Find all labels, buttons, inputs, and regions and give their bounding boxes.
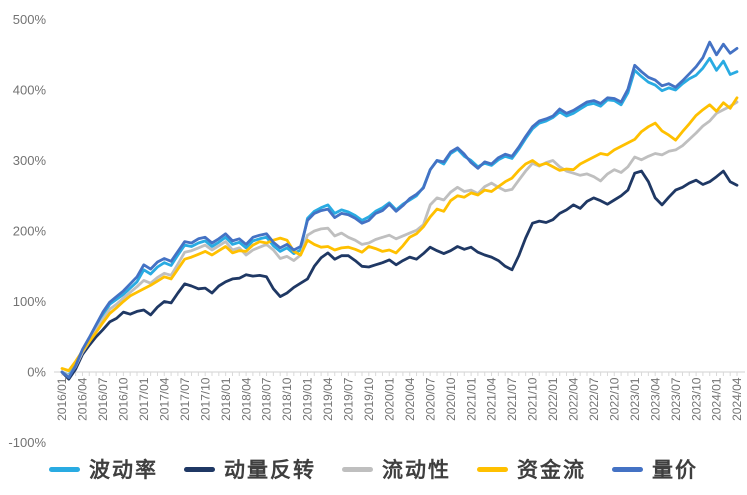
x-tick-label: 2017/10	[198, 377, 212, 421]
x-tick-label: 2017/01	[137, 377, 151, 421]
x-tick-label: 2022/01	[546, 377, 560, 421]
x-axis-labels: 2016/01 2016/04 2016/07 2016/10 2017/01 2017/…	[55, 377, 744, 421]
legend-swatch-动量反转	[184, 466, 215, 472]
x-tick-label: 2023/04	[648, 377, 662, 421]
x-tick-label: 2016/10	[117, 377, 131, 421]
legend-swatch-量价	[612, 466, 643, 472]
x-tick-label: 2017/07	[178, 377, 192, 421]
x-tick-label: 2019/01	[301, 377, 315, 421]
x-tick-label: 2024/04	[730, 377, 744, 421]
x-axis-ticks	[61, 372, 738, 376]
series-line-波动率	[60, 56, 739, 377]
legend-label-量价: 量价	[652, 459, 698, 482]
y-tick-label: 100%	[13, 294, 47, 309]
legend-item-波动率: 波动率	[49, 454, 158, 484]
x-tick-label: 2022/04	[567, 377, 581, 421]
y-tick-label: 0%	[27, 365, 46, 380]
x-tick-label: 2018/04	[239, 377, 253, 421]
legend-label-波动率: 波动率	[89, 459, 158, 482]
y-tick-label: -100%	[8, 435, 46, 450]
legend-label-资金流: 资金流	[517, 459, 586, 482]
x-tick-label: 2019/04	[321, 377, 335, 421]
x-tick-label: 2016/01	[55, 377, 69, 421]
series-line-量价	[60, 40, 739, 380]
y-axis-labels: 500% 400% 300% 200% 100% 0% -100%	[8, 12, 46, 450]
x-tick-label: 2018/01	[219, 377, 233, 421]
x-tick-label: 2021/01	[464, 377, 478, 421]
x-tick-label: 2022/10	[607, 377, 621, 421]
x-tick-label: 2023/01	[628, 377, 642, 421]
x-tick-label: 2020/07	[423, 377, 437, 421]
legend-item-流动性: 流动性	[342, 454, 451, 484]
legend-item-量价: 量价	[612, 454, 698, 484]
legend-swatch-资金流	[477, 466, 508, 472]
x-tick-label: 2020/04	[403, 377, 417, 421]
series-line-资金流	[60, 96, 739, 373]
x-tick-label: 2023/07	[669, 377, 683, 421]
x-tick-label: 2020/10	[444, 377, 458, 421]
line-chart-plot: 500%400%300%200%100%0%-100%2016/01 2016/0…	[8, 12, 745, 450]
legend-swatch-流动性	[342, 466, 373, 472]
x-tick-label: 2017/04	[157, 377, 171, 421]
y-tick-label: 500%	[13, 12, 47, 27]
x-tick-label: 2022/07	[587, 377, 601, 421]
y-tick-label: 200%	[13, 224, 47, 239]
y-tick-label: 400%	[13, 83, 47, 98]
x-tick-label: 2018/10	[280, 377, 294, 421]
x-tick-label: 2019/10	[362, 377, 376, 421]
legend-item-资金流: 资金流	[477, 454, 586, 484]
x-tick-label: 2021/07	[505, 377, 519, 421]
x-tick-label: 2020/01	[382, 377, 396, 421]
x-tick-label: 2016/07	[96, 377, 110, 421]
x-tick-label: 2021/10	[526, 377, 540, 421]
x-tick-label: 2023/10	[689, 377, 703, 421]
x-tick-label: 2018/07	[260, 377, 274, 421]
legend-swatch-波动率	[49, 466, 80, 472]
x-tick-label: 2019/07	[342, 377, 356, 421]
legend-label-流动性: 流动性	[382, 459, 451, 482]
y-tick-label: 300%	[13, 153, 47, 168]
chart-legend: 波动率 动量反转 流动性 资金流 量价	[0, 449, 747, 489]
legend-item-动量反转: 动量反转	[184, 454, 316, 484]
x-tick-label: 2024/01	[710, 377, 724, 421]
series-line-流动性	[60, 100, 739, 378]
x-tick-label: 2016/04	[76, 377, 90, 421]
series-line-动量反转	[60, 169, 739, 381]
legend-label-动量反转: 动量反转	[224, 459, 316, 482]
x-tick-label: 2021/04	[485, 377, 499, 421]
